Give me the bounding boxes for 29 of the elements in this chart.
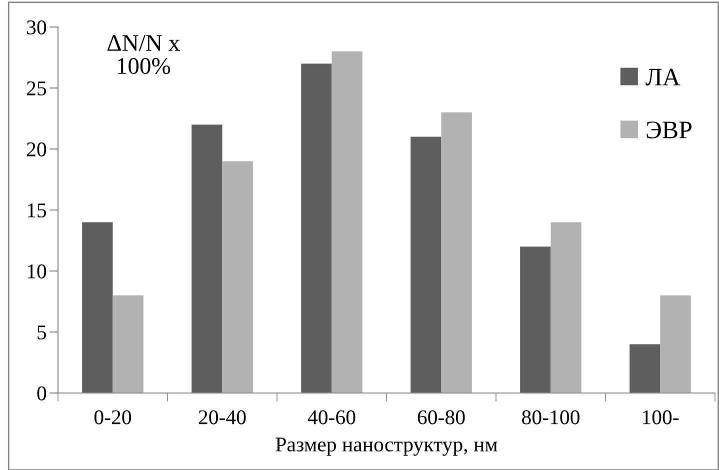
y-tick-label: 25 <box>26 81 46 96</box>
legend-label: ЭВР <box>646 122 692 138</box>
x-tick-label: 40-60 <box>308 410 356 424</box>
bar <box>441 112 472 393</box>
bar <box>222 161 253 393</box>
legend-label: ЛА <box>646 68 680 86</box>
bar <box>520 246 551 393</box>
y-tick-label: 30 <box>27 20 46 34</box>
bar <box>332 51 362 393</box>
y-tick-label: 0 <box>37 386 46 400</box>
bar <box>192 124 222 393</box>
x-axis-title: Размер наноструктур, нм <box>276 438 498 456</box>
bar <box>550 222 582 393</box>
x-tick-label: 100- <box>642 410 679 424</box>
x-tick-label: 20-40 <box>198 410 246 424</box>
x-tick-label: 0-20 <box>94 410 132 424</box>
x-tick-label: 60-80 <box>418 410 465 424</box>
bar <box>112 295 144 393</box>
bar <box>301 64 332 393</box>
bar <box>410 136 442 393</box>
y-tick-label: 15 <box>28 203 46 218</box>
y-tick-label: 5 <box>38 326 46 340</box>
bar <box>660 295 691 393</box>
y-tick-label: 20 <box>26 142 46 156</box>
y-tick-label: 10 <box>28 264 46 278</box>
x-tick-label: 80-100 <box>522 410 580 424</box>
bar <box>82 222 113 393</box>
y-axis-title: ΔN/N x 100% <box>108 35 180 74</box>
bar <box>630 344 660 393</box>
